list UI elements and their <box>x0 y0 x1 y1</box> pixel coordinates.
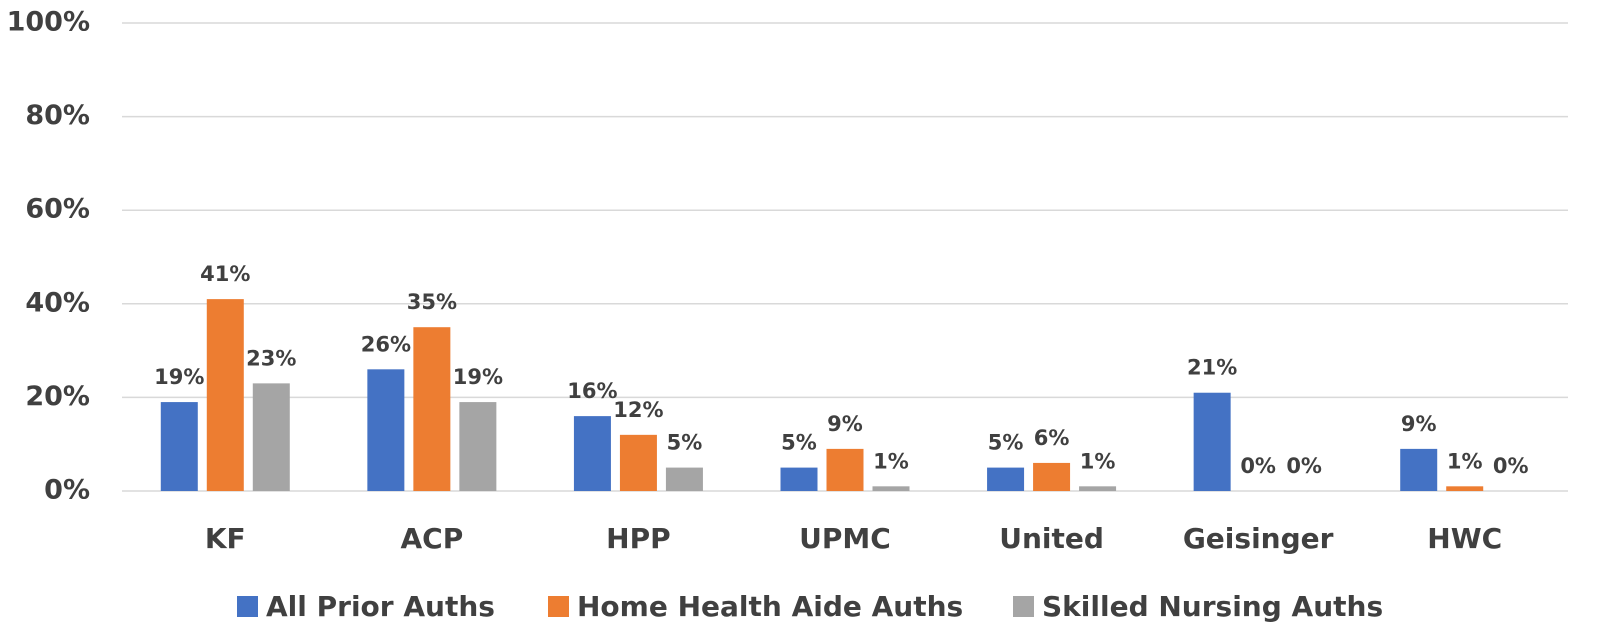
value-label: 1% <box>1447 449 1483 473</box>
y-tick-label: 40% <box>25 287 90 318</box>
bar <box>1079 486 1117 491</box>
bar <box>1400 448 1438 491</box>
bar <box>1446 486 1484 491</box>
value-label: 23% <box>246 346 296 370</box>
y-tick-label: 80% <box>25 100 90 131</box>
legend-label: Skilled Nursing Auths <box>1042 590 1383 623</box>
bar <box>459 402 497 491</box>
bar <box>872 486 910 491</box>
bar <box>826 448 864 491</box>
y-tick-label: 0% <box>44 475 90 506</box>
value-label: 0% <box>1286 454 1322 478</box>
bar <box>413 327 451 491</box>
bar <box>665 467 703 491</box>
y-tick-label: 20% <box>25 381 90 412</box>
value-label: 5% <box>988 431 1024 455</box>
value-label: 41% <box>200 262 250 286</box>
legend-swatch <box>237 596 258 617</box>
value-label: 16% <box>567 379 617 403</box>
x-tick-label: United <box>999 522 1104 555</box>
x-tick-label: Geisinger <box>1183 522 1334 555</box>
bar <box>1033 462 1071 491</box>
value-label: 9% <box>827 412 863 436</box>
value-label: 12% <box>613 398 663 422</box>
value-label: 5% <box>781 431 817 455</box>
bar <box>367 369 405 491</box>
value-label: 35% <box>407 290 457 314</box>
legend-label: All Prior Auths <box>266 590 495 623</box>
y-tick-label: 100% <box>7 7 90 38</box>
legend-label: Home Health Aide Auths <box>577 590 963 623</box>
bar <box>252 383 290 491</box>
value-label: 19% <box>453 365 503 389</box>
x-tick-label: KF <box>205 522 246 555</box>
x-tick-label: HPP <box>606 522 670 555</box>
x-tick-label: ACP <box>400 522 463 555</box>
bar <box>160 402 198 491</box>
value-label: 1% <box>873 449 909 473</box>
bar <box>987 467 1025 491</box>
bar <box>206 299 244 491</box>
value-label: 9% <box>1401 412 1437 436</box>
value-label: 6% <box>1034 426 1070 450</box>
value-label: 0% <box>1493 454 1529 478</box>
value-label: 26% <box>361 332 411 356</box>
y-tick-label: 60% <box>25 194 90 225</box>
value-label: 21% <box>1187 356 1237 380</box>
value-label: 19% <box>154 365 204 389</box>
bar <box>1193 392 1231 491</box>
bar <box>780 467 818 491</box>
value-label: 0% <box>1240 454 1276 478</box>
bar <box>619 434 657 491</box>
bar <box>573 416 611 491</box>
value-label: 1% <box>1080 449 1116 473</box>
value-label: 5% <box>667 431 703 455</box>
legend-swatch <box>548 596 569 617</box>
legend-swatch <box>1013 596 1034 617</box>
x-tick-label: UPMC <box>799 522 891 555</box>
x-tick-label: HWC <box>1427 522 1502 555</box>
